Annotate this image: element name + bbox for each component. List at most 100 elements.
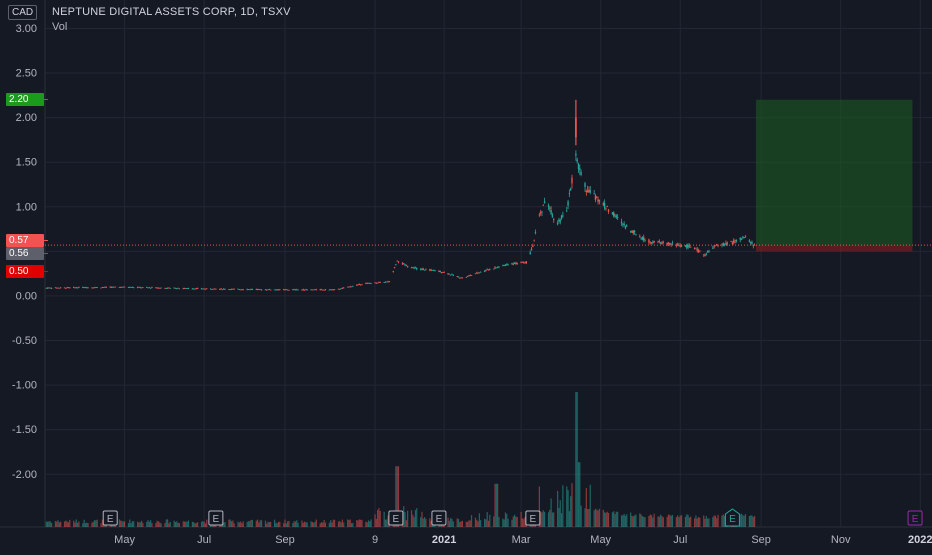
volume-bar bbox=[332, 519, 334, 527]
candle-body bbox=[649, 241, 651, 243]
candle-body bbox=[640, 237, 642, 239]
candle-body bbox=[86, 287, 88, 289]
volume-bar bbox=[587, 508, 589, 527]
candle-body bbox=[616, 217, 619, 218]
x-tick-label: 2021 bbox=[432, 534, 456, 546]
volume-bar bbox=[657, 516, 659, 527]
volume-bar bbox=[159, 522, 161, 527]
volume-bar bbox=[623, 513, 625, 527]
volume-bar bbox=[186, 521, 188, 527]
x-tick-label: 2022 bbox=[908, 534, 932, 546]
candle-body bbox=[127, 287, 130, 288]
volume-bar bbox=[297, 522, 299, 527]
y-tick-label: 1.50 bbox=[16, 157, 37, 169]
volume-bar bbox=[268, 522, 270, 527]
candle-body bbox=[151, 287, 153, 289]
volume-bar bbox=[607, 512, 610, 527]
candle-body bbox=[631, 230, 633, 233]
candle-body bbox=[341, 287, 344, 289]
volume-bar bbox=[240, 521, 242, 527]
candle-body bbox=[178, 288, 181, 290]
volume-bar bbox=[451, 518, 453, 527]
volume-bar bbox=[630, 512, 632, 527]
volume-bar bbox=[693, 518, 696, 527]
candle-body bbox=[350, 286, 353, 288]
volume-bar bbox=[423, 517, 426, 527]
candle-body bbox=[576, 159, 578, 162]
volume-bar bbox=[650, 515, 653, 527]
candle-body bbox=[676, 244, 679, 246]
volume-bar bbox=[91, 522, 93, 527]
candle-body bbox=[49, 287, 51, 289]
currency-label[interactable]: CAD bbox=[8, 5, 38, 20]
y-tick-label: 0.00 bbox=[16, 290, 37, 302]
candle-body bbox=[328, 289, 331, 291]
candle-body bbox=[264, 289, 267, 291]
candle-body bbox=[438, 271, 440, 273]
volume-bar bbox=[635, 514, 637, 527]
candle-body bbox=[506, 263, 508, 265]
candle-body bbox=[76, 287, 79, 289]
candle-body bbox=[256, 288, 259, 290]
volume-bar bbox=[369, 521, 371, 527]
target-zone bbox=[755, 99, 913, 247]
candle-body bbox=[717, 244, 719, 246]
volume-bar bbox=[543, 511, 546, 527]
candle-body bbox=[744, 235, 747, 237]
candle-body bbox=[549, 207, 551, 209]
candle-body bbox=[425, 269, 427, 271]
candle-body bbox=[614, 215, 616, 217]
candle-body bbox=[359, 284, 362, 286]
candle-body bbox=[339, 289, 341, 290]
earnings-marker: E bbox=[525, 510, 541, 526]
volume-bar bbox=[279, 521, 281, 527]
volume-bar bbox=[83, 519, 85, 527]
volume-bar bbox=[387, 515, 389, 527]
candle-body bbox=[388, 281, 391, 283]
candle-body bbox=[470, 275, 473, 277]
volume-bar bbox=[93, 520, 96, 527]
volume-bar bbox=[294, 521, 297, 527]
candle-body bbox=[632, 230, 634, 234]
volume-bar bbox=[739, 514, 741, 527]
candle-body bbox=[596, 197, 598, 199]
volume-bar bbox=[283, 523, 285, 527]
candle-body bbox=[716, 244, 718, 246]
volume-bar bbox=[123, 521, 126, 527]
volume-bar bbox=[506, 513, 508, 527]
volume-bar bbox=[521, 518, 524, 527]
volume-bar bbox=[311, 522, 314, 527]
candle-body bbox=[739, 237, 741, 240]
candle-body bbox=[641, 237, 644, 240]
candle-body bbox=[713, 246, 715, 248]
candle-body bbox=[136, 287, 139, 288]
volume-bar bbox=[333, 519, 336, 527]
candle-body bbox=[238, 289, 241, 291]
candle-body bbox=[379, 281, 381, 283]
candle-body bbox=[266, 289, 268, 291]
volume-bar bbox=[660, 514, 662, 527]
candle-body bbox=[439, 270, 441, 273]
volume-bar bbox=[100, 523, 102, 527]
candle-body bbox=[589, 190, 591, 193]
volume-bar bbox=[489, 514, 491, 527]
volume-bar bbox=[478, 513, 480, 527]
volume-bar bbox=[553, 512, 555, 527]
candle-body bbox=[421, 268, 423, 270]
volume-bar bbox=[315, 519, 317, 527]
volume-bar bbox=[504, 512, 507, 527]
volume-bar bbox=[667, 514, 670, 527]
candle-body bbox=[159, 287, 161, 289]
candle-body bbox=[397, 261, 400, 263]
volume-bar bbox=[611, 512, 614, 527]
candle-body bbox=[283, 289, 285, 291]
candle-body bbox=[374, 282, 376, 284]
candle-body bbox=[329, 289, 332, 291]
volume-bar bbox=[420, 517, 422, 527]
x-tick-label: Mar bbox=[512, 534, 531, 546]
candle-body bbox=[297, 289, 299, 291]
candle-body bbox=[451, 274, 453, 275]
candle-body bbox=[104, 286, 106, 288]
